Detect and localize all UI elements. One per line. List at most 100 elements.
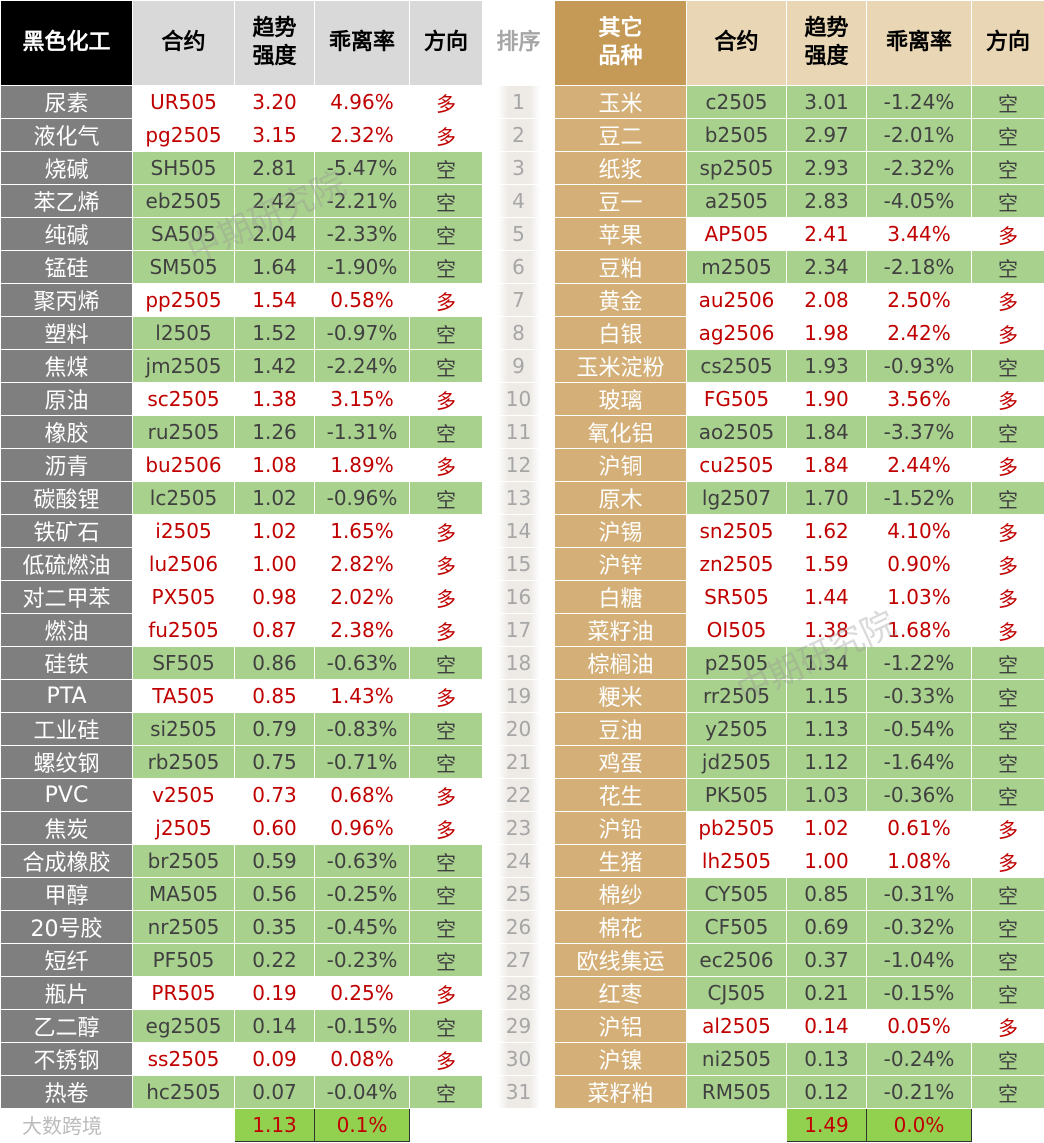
rank: 4 xyxy=(482,184,555,218)
contract: ni2505 xyxy=(686,1042,787,1076)
direction: 空 xyxy=(971,877,1044,911)
average: 1.49 xyxy=(786,1108,867,1142)
contract: b2505 xyxy=(686,118,787,152)
deviation-rate: 0.08% xyxy=(314,1042,410,1076)
trend-strength: 1.00 xyxy=(234,547,315,581)
contract: cs2505 xyxy=(686,349,787,383)
direction: 空 xyxy=(409,844,483,878)
contract: eg2505 xyxy=(132,1009,235,1043)
trend-strength: 0.87 xyxy=(234,613,315,647)
data-row: 铁矿石 i2505 1.02 1.65% 多 14 沪锡 sn2505 1.62 4.10% 多 xyxy=(0,514,1044,548)
trend-strength: 1.90 xyxy=(786,382,867,416)
data-row: 燃油 fu2505 0.87 2.38% 多 17 菜籽油 OI505 1.38 1.68% 多 xyxy=(0,613,1044,647)
rank: 26 xyxy=(482,910,555,944)
variety-name: 沪铜 xyxy=(554,448,687,482)
data-row: 聚丙烯 pp2505 1.54 0.58% 多 7 黄金 au2506 2.08 2.50% 多 xyxy=(0,283,1044,317)
deviation-rate: -0.71% xyxy=(314,745,410,779)
data-row: 硅铁 SF505 0.86 -0.63% 空 18 棕榈油 p2505 1.34 -1.22% 空 xyxy=(0,646,1044,680)
deviation-rate: -0.45% xyxy=(314,910,410,944)
variety-name: 硅铁 xyxy=(0,646,133,680)
variety-name: 低硫燃油 xyxy=(0,547,133,581)
deviation-rate: -2.01% xyxy=(866,118,972,152)
variety-name: 玻璃 xyxy=(554,382,687,416)
deviation-rate: -2.21% xyxy=(314,184,410,218)
trend-strength: 0.60 xyxy=(234,811,315,845)
variety-name: 欧线集运 xyxy=(554,943,687,977)
variety-name: 豆一 xyxy=(554,184,687,218)
contract: PR505 xyxy=(132,976,235,1010)
direction: 空 xyxy=(971,745,1044,779)
data-row: 液化气 pg2505 3.15 2.32% 多 2 豆二 b2505 2.97 -2.01% 空 xyxy=(0,118,1044,152)
variety-name: 原油 xyxy=(0,382,133,416)
trend-strength: 1.93 xyxy=(786,349,867,383)
direction: 空 xyxy=(409,250,483,284)
trend-strength: 2.81 xyxy=(234,151,315,185)
contract: bu2506 xyxy=(132,448,235,482)
direction: 多 xyxy=(409,1042,483,1076)
header-cell: 趋势强度 xyxy=(786,0,867,86)
trend-strength: 0.19 xyxy=(234,976,315,1010)
contract: SR505 xyxy=(686,580,787,614)
direction: 多 xyxy=(971,580,1044,614)
direction: 多 xyxy=(971,382,1044,416)
data-row: 纯碱 SA505 2.04 -2.33% 空 5 苹果 AP505 2.41 3.44% 多 xyxy=(0,217,1044,251)
data-row: 对二甲苯 PX505 0.98 2.02% 多 16 白糖 SR505 1.44 1.03% 多 xyxy=(0,580,1044,614)
contract: y2505 xyxy=(686,712,787,746)
header-cell: 合约 xyxy=(686,0,787,86)
direction: 多 xyxy=(409,283,483,317)
contract: fu2505 xyxy=(132,613,235,647)
variety-name: 焦煤 xyxy=(0,349,133,383)
direction: 空 xyxy=(409,217,483,251)
direction: 多 xyxy=(409,679,483,713)
contract: eb2505 xyxy=(132,184,235,218)
direction: 空 xyxy=(409,712,483,746)
direction: 空 xyxy=(971,349,1044,383)
trend-strength: 0.35 xyxy=(234,910,315,944)
contract: SA505 xyxy=(132,217,235,251)
deviation-rate: 2.02% xyxy=(314,580,410,614)
rank: 28 xyxy=(482,976,555,1010)
contract: pp2505 xyxy=(132,283,235,317)
trend-strength: 2.97 xyxy=(786,118,867,152)
variety-name: 鸡蛋 xyxy=(554,745,687,779)
deviation-rate: -1.64% xyxy=(866,745,972,779)
rank: 14 xyxy=(482,514,555,548)
trend-strength: 0.85 xyxy=(234,679,315,713)
deviation-rate: 2.42% xyxy=(866,316,972,350)
variety-name: 塑料 xyxy=(0,316,133,350)
trend-strength: 1.62 xyxy=(786,514,867,548)
variety-name: 工业硅 xyxy=(0,712,133,746)
variety-name: 沪铝 xyxy=(554,1009,687,1043)
contract: c2505 xyxy=(686,85,787,119)
data-row: 低硫燃油 lu2506 1.00 2.82% 多 15 沪锌 zn2505 1.59 0.90% 多 xyxy=(0,547,1044,581)
variety-name: 沪锡 xyxy=(554,514,687,548)
trend-strength: 3.15 xyxy=(234,118,315,152)
rank: 25 xyxy=(482,877,555,911)
direction: 多 xyxy=(409,547,483,581)
deviation-rate: 4.10% xyxy=(866,514,972,548)
variety-name: 粳米 xyxy=(554,679,687,713)
data-row: 不锈钢 ss2505 0.09 0.08% 多 30 沪镍 ni2505 0.13 -0.24% 空 xyxy=(0,1042,1044,1076)
trend-strength: 0.85 xyxy=(786,877,867,911)
deviation-rate: -0.04% xyxy=(314,1075,410,1109)
trend-strength: 0.14 xyxy=(234,1009,315,1043)
variety-name: 沥青 xyxy=(0,448,133,482)
contract: j2505 xyxy=(132,811,235,845)
variety-name: 豆油 xyxy=(554,712,687,746)
header-text: 趋势强度 xyxy=(804,16,849,69)
deviation-rate: 1.89% xyxy=(314,448,410,482)
deviation-rate: 3.44% xyxy=(866,217,972,251)
variety-name: 橡胶 xyxy=(0,415,133,449)
direction: 多 xyxy=(971,217,1044,251)
rank: 20 xyxy=(482,712,555,746)
header-text: 其它品种 xyxy=(598,16,643,69)
logo-text: 大数跨境 xyxy=(22,1114,102,1138)
direction: 多 xyxy=(409,448,483,482)
variety-name: 豆二 xyxy=(554,118,687,152)
deviation-rate: 1.65% xyxy=(314,514,410,548)
direction: 多 xyxy=(971,514,1044,548)
variety-name: 碳酸锂 xyxy=(0,481,133,515)
contract: ag2506 xyxy=(686,316,787,350)
